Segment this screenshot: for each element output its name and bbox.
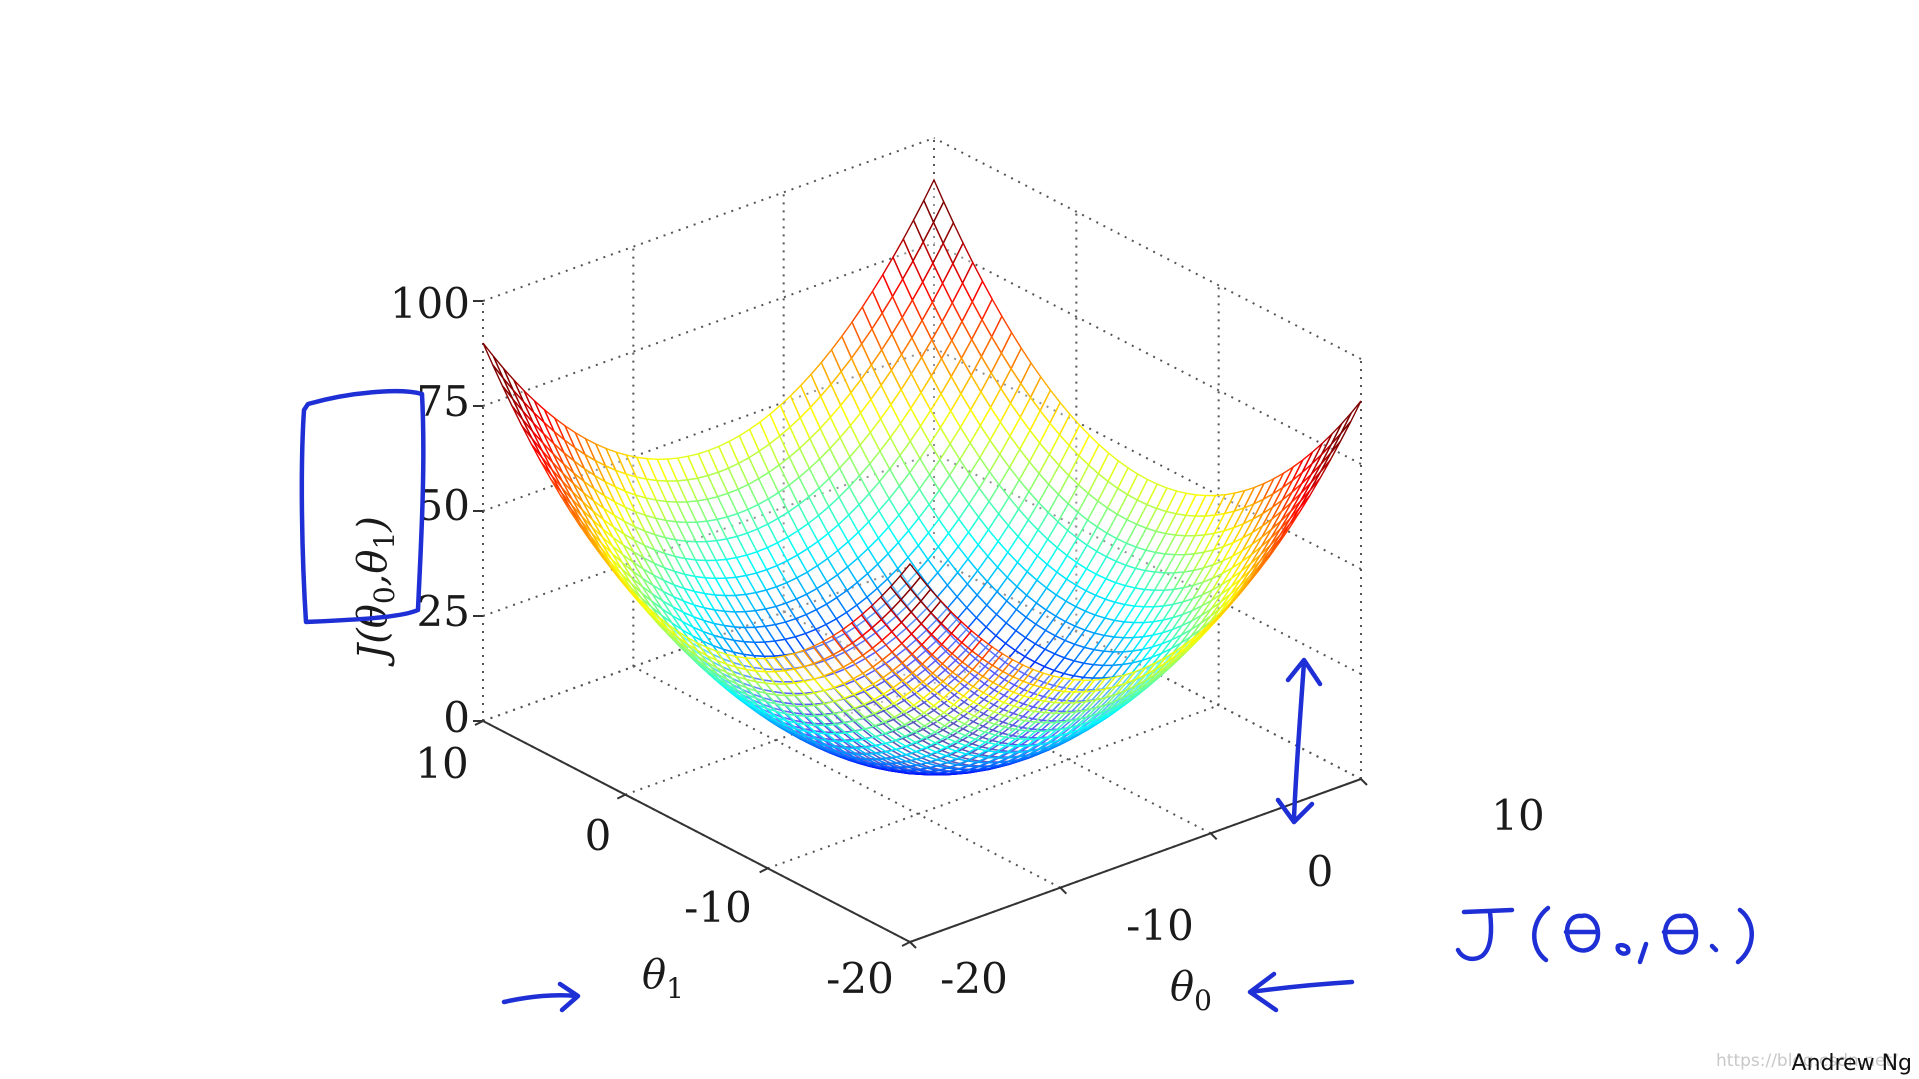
surface-cell <box>482 342 504 379</box>
surface-mesh <box>482 178 1362 776</box>
theta1-tick-neg10: -10 <box>684 883 752 932</box>
theta1-tick-mark <box>901 941 911 947</box>
floor-gridline <box>632 665 1061 889</box>
theta1-tick-mark <box>474 720 484 726</box>
theta0-tick-mark <box>1360 778 1368 786</box>
theta0-tick-neg20: -20 <box>940 954 1008 1003</box>
theta0-tick-10: 10 <box>1491 791 1544 840</box>
surface-cell <box>1340 400 1362 434</box>
side-wall-gridline <box>933 347 1362 570</box>
theta1-axis-ticks: 10 0 -10 -20 <box>415 739 894 1003</box>
handwritten-box <box>299 389 426 625</box>
theta0-tick-mark <box>1059 886 1068 895</box>
z-axis-label: J(θ0,θ1) <box>350 516 401 667</box>
arrow-right-icon <box>501 981 581 1013</box>
theta1-axis-line <box>482 720 911 943</box>
side-wall-gridline <box>933 557 1362 780</box>
theta1-tick-mark <box>616 793 626 800</box>
theta0-tick-mark <box>909 941 917 949</box>
theta1-axis-label: θ1 <box>642 952 684 1005</box>
handwritten-annotations <box>299 389 1754 1013</box>
z-tick-100: 100 <box>390 279 470 328</box>
watermark-url: https://blog.csdn.net/ <box>1716 1051 1898 1071</box>
z-tick-50: 50 <box>417 481 470 530</box>
credit-author: Andrew Ng <box>1792 1051 1912 1076</box>
side-wall-gridline <box>933 242 1362 465</box>
surface-cell <box>899 562 922 591</box>
theta1-tick-mark <box>759 867 769 874</box>
back-wall-gridline <box>482 137 935 302</box>
theta0-tick-mark <box>1209 832 1218 841</box>
z-tick-75: 75 <box>417 377 470 426</box>
theta0-tick-neg10: -10 <box>1126 901 1194 950</box>
side-wall-gridline <box>933 137 1362 360</box>
side-wall-gridline <box>933 452 1362 675</box>
handwritten-cost-function <box>1455 905 1754 965</box>
theta0-tick-0: 0 <box>1307 847 1334 896</box>
theta0-axis-label: θ0 <box>1170 964 1212 1017</box>
theta1-tick-neg20: -20 <box>826 954 894 1003</box>
theta0-axis-line <box>909 778 1362 943</box>
theta1-tick-10: 10 <box>415 739 468 788</box>
theta1-tick-0: 0 <box>585 811 612 860</box>
theta0-axis-ticks: -20 -10 0 10 <box>940 791 1545 1003</box>
arrow-left-icon <box>1247 971 1355 1013</box>
double-arrow-icon <box>1275 657 1323 825</box>
z-tick-0: 0 <box>443 693 470 742</box>
z-axis-ticks: 100 75 50 25 0 <box>390 279 470 742</box>
z-tick-25: 25 <box>417 587 470 636</box>
